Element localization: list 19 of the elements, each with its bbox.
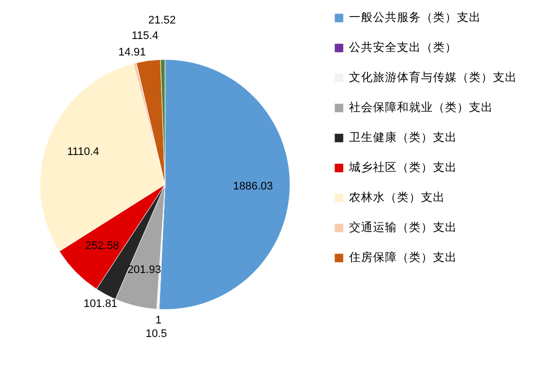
data-label: 1 — [155, 314, 162, 326]
data-label: 201.93 — [127, 264, 162, 276]
data-label: 21.52 — [148, 14, 176, 27]
data-label: 1110.4 — [67, 146, 100, 158]
legend-label: 农林水（类）支出 — [349, 190, 445, 204]
data-label: 252.58 — [85, 240, 120, 252]
legend-label: 住房保障（类）支出 — [348, 250, 457, 264]
data-label: 101.81 — [84, 298, 118, 310]
legend-label: 文化旅游体育与传媒（类）支出 — [349, 70, 517, 84]
legend-label: 一般公共服务（类）支出 — [349, 10, 481, 24]
legend-label: 卫生健康（类）支出 — [349, 130, 457, 144]
data-label: 10.5 — [146, 328, 168, 340]
legend-label: 社会保障和就业（类）支出 — [349, 100, 493, 114]
legend-label: 公共安全支出（类） — [349, 40, 457, 54]
legend-label: 交通运输（类）支出 — [349, 220, 457, 234]
data-label: 1886.03 — [233, 180, 273, 193]
data-label: 14.91 — [118, 46, 146, 59]
legend-label: 城乡社区（类）支出 — [348, 160, 457, 174]
data-label: 115.4 — [132, 30, 158, 42]
